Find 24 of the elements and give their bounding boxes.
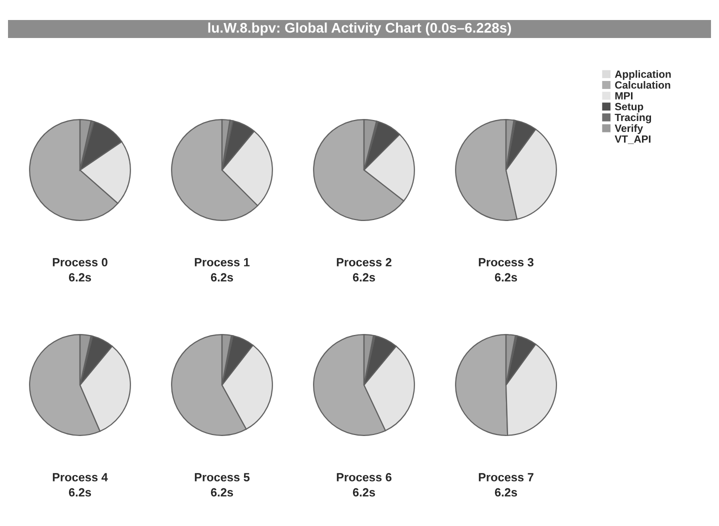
legend-label: Setup [614,102,644,112]
text: 6.2s [68,273,92,282]
text: lu.W.8.bpv: Global Activity Chart (0.0s–6.228s) [208,22,511,36]
text: 6.2s [352,273,376,282]
text: 6.2s [68,488,92,497]
text: Process 4 [52,473,108,482]
category-label: VT_API [614,135,650,144]
legend-label: MPI [615,92,632,100]
text: Process 2 [336,258,392,266]
text: Process 5 [194,473,250,482]
text: Process 3 [478,258,534,266]
text: Process 1 [194,258,250,266]
legend-label: Calculation [615,81,670,89]
legend-label: Application [614,70,671,80]
legend-label: Verify [614,124,643,134]
text: 6.2s [210,488,234,497]
text: 6.2s [352,488,376,497]
text: 6.2s [494,273,518,282]
text: Process 0 [52,258,108,266]
text: Process 6 [336,473,392,482]
text: 6.2s [494,488,518,497]
legend-label: Tracing [614,113,652,124]
text: 6.2s [210,273,234,282]
text: Process 7 [478,473,534,482]
